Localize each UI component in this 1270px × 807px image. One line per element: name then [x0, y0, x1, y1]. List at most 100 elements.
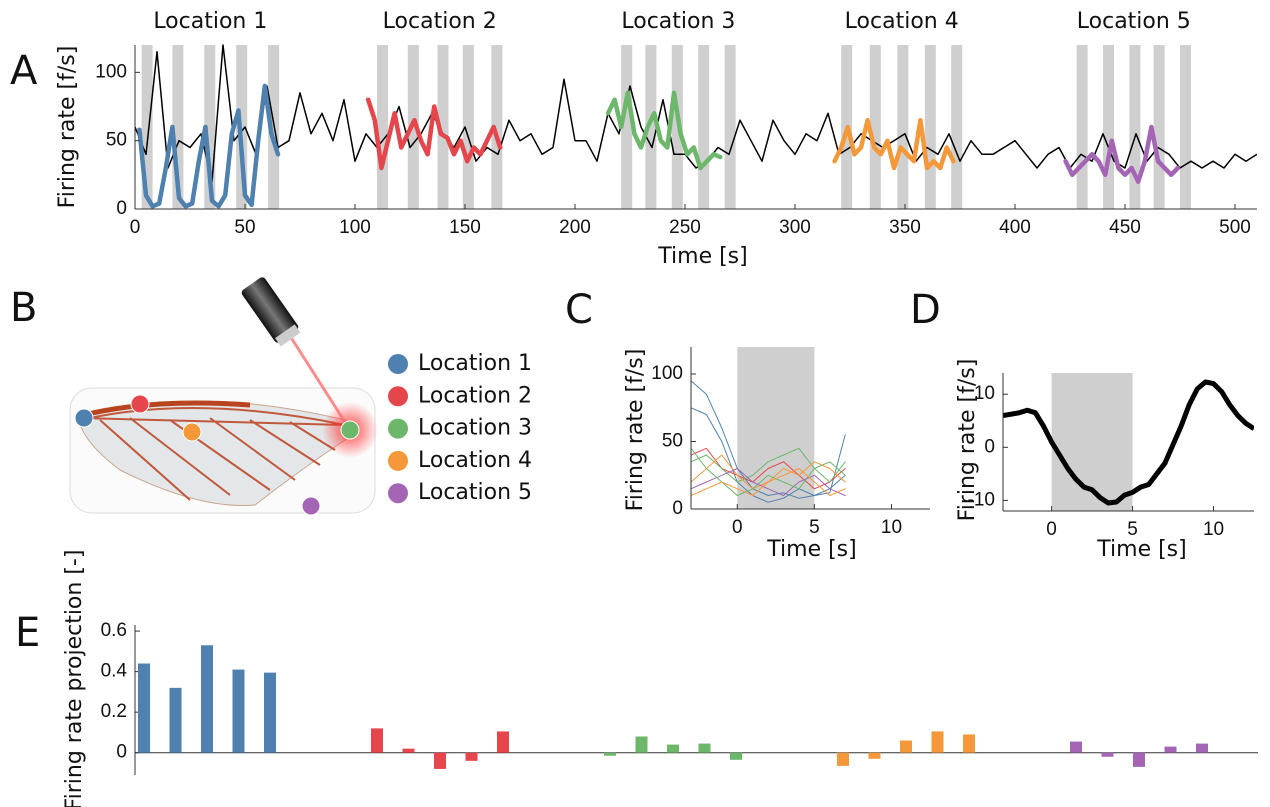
x-tick-label: 500 [1219, 217, 1251, 238]
y-axis-label: Firing rate projection [-] [62, 550, 87, 807]
y-tick-label: 50 [662, 431, 683, 452]
x-axis-label: Time [s] [657, 244, 747, 269]
trace [691, 447, 846, 483]
x-tick-label: 150 [449, 217, 481, 238]
legend-marker [388, 354, 408, 374]
y-tick-label: -10 [968, 489, 995, 510]
bar [730, 752, 742, 760]
stimulus [897, 45, 909, 209]
trace [691, 447, 846, 496]
x-tick-label: 450 [1109, 217, 1141, 238]
plot-area [691, 347, 846, 509]
bar [604, 752, 616, 756]
y-tick-label: 50 [106, 130, 127, 151]
bar [169, 687, 182, 753]
bar [232, 669, 245, 753]
stimulus [737, 347, 815, 509]
bar [698, 743, 711, 753]
trace [832, 117, 956, 171]
location-label: Location 3 [621, 9, 735, 34]
location-label: Location 2 [383, 9, 497, 34]
y-tick-label: 0.4 [101, 661, 128, 682]
panel-label: E [15, 610, 40, 656]
stimulus [951, 45, 963, 209]
legend-label: Location 5 [418, 480, 532, 505]
y-tick-label: 0 [116, 742, 127, 763]
stimulus [1103, 45, 1114, 209]
trace [365, 97, 503, 171]
bar [497, 731, 509, 753]
x-tick-label: 0 [130, 217, 141, 238]
legend-marker [388, 450, 408, 471]
stimulus [437, 45, 449, 209]
trace [1003, 379, 1254, 506]
bar [434, 752, 446, 769]
y-tick-label: 0.6 [101, 620, 127, 641]
x-tick-label: 10 [1203, 519, 1224, 540]
bar [667, 744, 679, 753]
stimulus [172, 45, 184, 209]
legend-label: Location 4 [418, 448, 532, 473]
bar [1070, 741, 1082, 753]
bar [837, 752, 849, 766]
bar [371, 728, 383, 753]
plot-area [135, 44, 1257, 209]
bar [402, 748, 415, 753]
location-label: Location 5 [1077, 9, 1191, 34]
panel: D Firing rate [f/s] Time [s] -10 0 10 0 5 10 [910, 287, 1254, 562]
y-tick-label: 100 [95, 61, 127, 82]
y-tick-label: 0 [672, 498, 683, 519]
wing-illustration [69, 277, 378, 514]
stimulus [1129, 45, 1141, 209]
x-tick-label: 300 [779, 217, 811, 238]
legend-label: Location 3 [418, 416, 532, 441]
stimulus [141, 45, 153, 209]
bar [931, 731, 944, 753]
panel-label: C [565, 287, 593, 333]
panel: A Firing rate [f/s] Time [s] Location 1 Loca… [10, 9, 1257, 269]
x-tick-label: 400 [999, 217, 1031, 238]
legend-marker [388, 386, 408, 407]
location-dot [74, 408, 94, 428]
legend-marker [388, 418, 408, 439]
x-tick-label: 250 [669, 217, 701, 238]
bar [963, 734, 975, 753]
x-tick-label: 5 [1127, 519, 1138, 540]
location-dot [182, 422, 202, 442]
y-axis-label: Firing rate [f/s] [955, 359, 980, 522]
bar [1101, 752, 1114, 757]
trace [605, 90, 723, 171]
bar [1133, 752, 1145, 767]
stimulus [698, 45, 710, 209]
stimulus [1153, 45, 1165, 209]
trace [137, 83, 281, 209]
y-tick-label: 10 [974, 383, 995, 404]
trace [1063, 124, 1181, 184]
bar [201, 645, 213, 753]
legend-label: Location 2 [418, 383, 532, 408]
legend-label: Location 1 [418, 351, 532, 376]
plot-area [1003, 373, 1254, 511]
stimulus [377, 45, 388, 209]
location-label: Location 1 [153, 9, 267, 34]
panel-label: A [10, 48, 38, 94]
y-tick-label: 0 [116, 198, 127, 219]
bar [138, 663, 150, 753]
bar [1164, 746, 1177, 753]
panel-label: D [910, 287, 941, 333]
stimulus [621, 45, 633, 209]
location-dot [301, 496, 321, 516]
x-tick-label: 350 [889, 217, 921, 238]
location-dot [130, 394, 150, 414]
y-axis-label: Firing rate [f/s] [623, 349, 648, 512]
bar [1196, 743, 1208, 753]
trace [691, 407, 846, 503]
bar [264, 672, 276, 753]
stimulus [724, 45, 736, 209]
trace [691, 380, 846, 499]
x-tick-label: 10 [881, 517, 902, 538]
stimulus [869, 45, 881, 209]
bar [465, 752, 478, 761]
stimulus [204, 45, 216, 209]
